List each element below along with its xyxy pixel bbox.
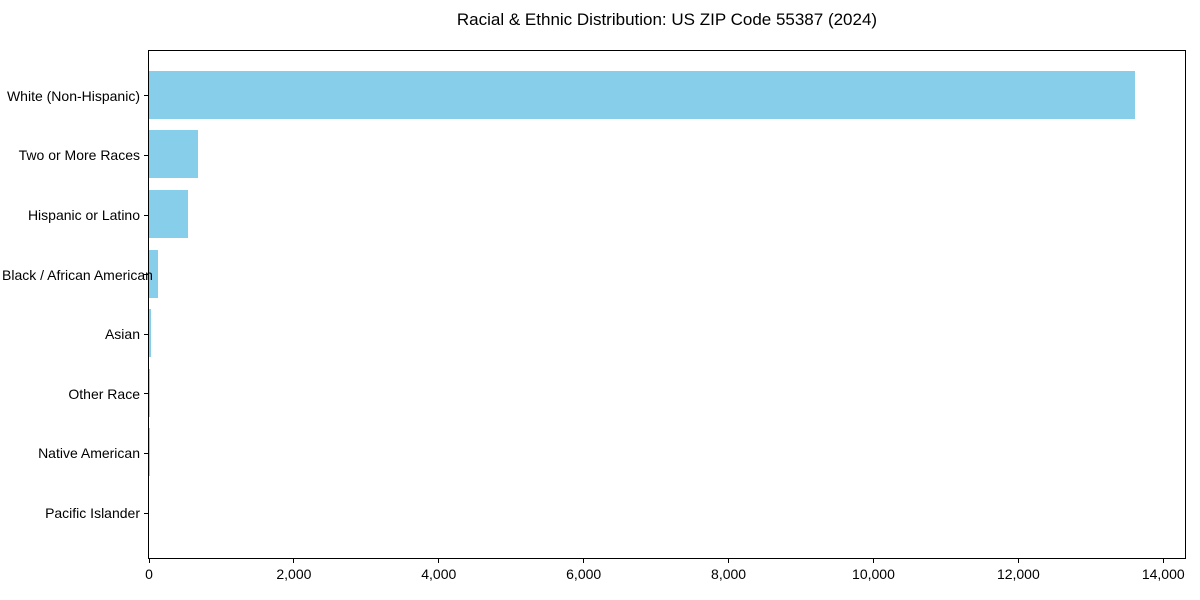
bar	[149, 428, 150, 477]
y-tick	[144, 154, 148, 156]
y-tick	[144, 512, 148, 514]
plot-area	[148, 50, 1186, 559]
bar	[149, 130, 199, 179]
bar	[149, 309, 151, 358]
bar	[149, 70, 1136, 119]
y-tick-label: Two or More Races	[18, 147, 140, 164]
x-tick-label: 4,000	[421, 566, 457, 582]
x-tick-label: 14,000	[1141, 566, 1185, 582]
bar	[149, 368, 150, 417]
x-tick	[583, 559, 585, 563]
x-tick	[293, 559, 295, 563]
x-tick	[438, 559, 440, 563]
y-tick-label: Pacific Islander	[45, 505, 140, 521]
y-tick-label: Other Race	[68, 385, 140, 402]
x-tick-label: 2,000	[276, 566, 312, 582]
y-tick-label: Native American	[38, 445, 140, 462]
bar	[149, 249, 159, 298]
y-tick	[144, 333, 148, 335]
y-tick	[144, 214, 148, 216]
y-tick	[144, 274, 148, 276]
x-tick	[728, 559, 730, 563]
y-tick	[144, 452, 148, 454]
x-tick	[1017, 559, 1019, 563]
x-tick-label: 6,000	[566, 566, 602, 582]
y-tick-label: White (Non-Hispanic)	[6, 87, 140, 104]
x-tick	[1162, 559, 1164, 563]
x-tick-label: 0	[145, 566, 153, 582]
x-tick	[872, 559, 874, 563]
y-tick	[144, 95, 148, 97]
y-tick-label: Black / African American	[2, 266, 153, 283]
bar	[149, 190, 188, 238]
x-tick	[148, 559, 150, 563]
chart-title: Racial & Ethnic Distribution: US ZIP Cod…	[456, 10, 878, 29]
x-tick-label: 12,000	[996, 566, 1040, 582]
y-tick-label: Asian	[104, 326, 140, 343]
x-tick-label: 10,000	[852, 566, 895, 582]
x-tick-label: 8,000	[711, 566, 747, 582]
y-tick-label: Hispanic or Latino	[27, 207, 140, 223]
y-tick	[144, 393, 148, 395]
